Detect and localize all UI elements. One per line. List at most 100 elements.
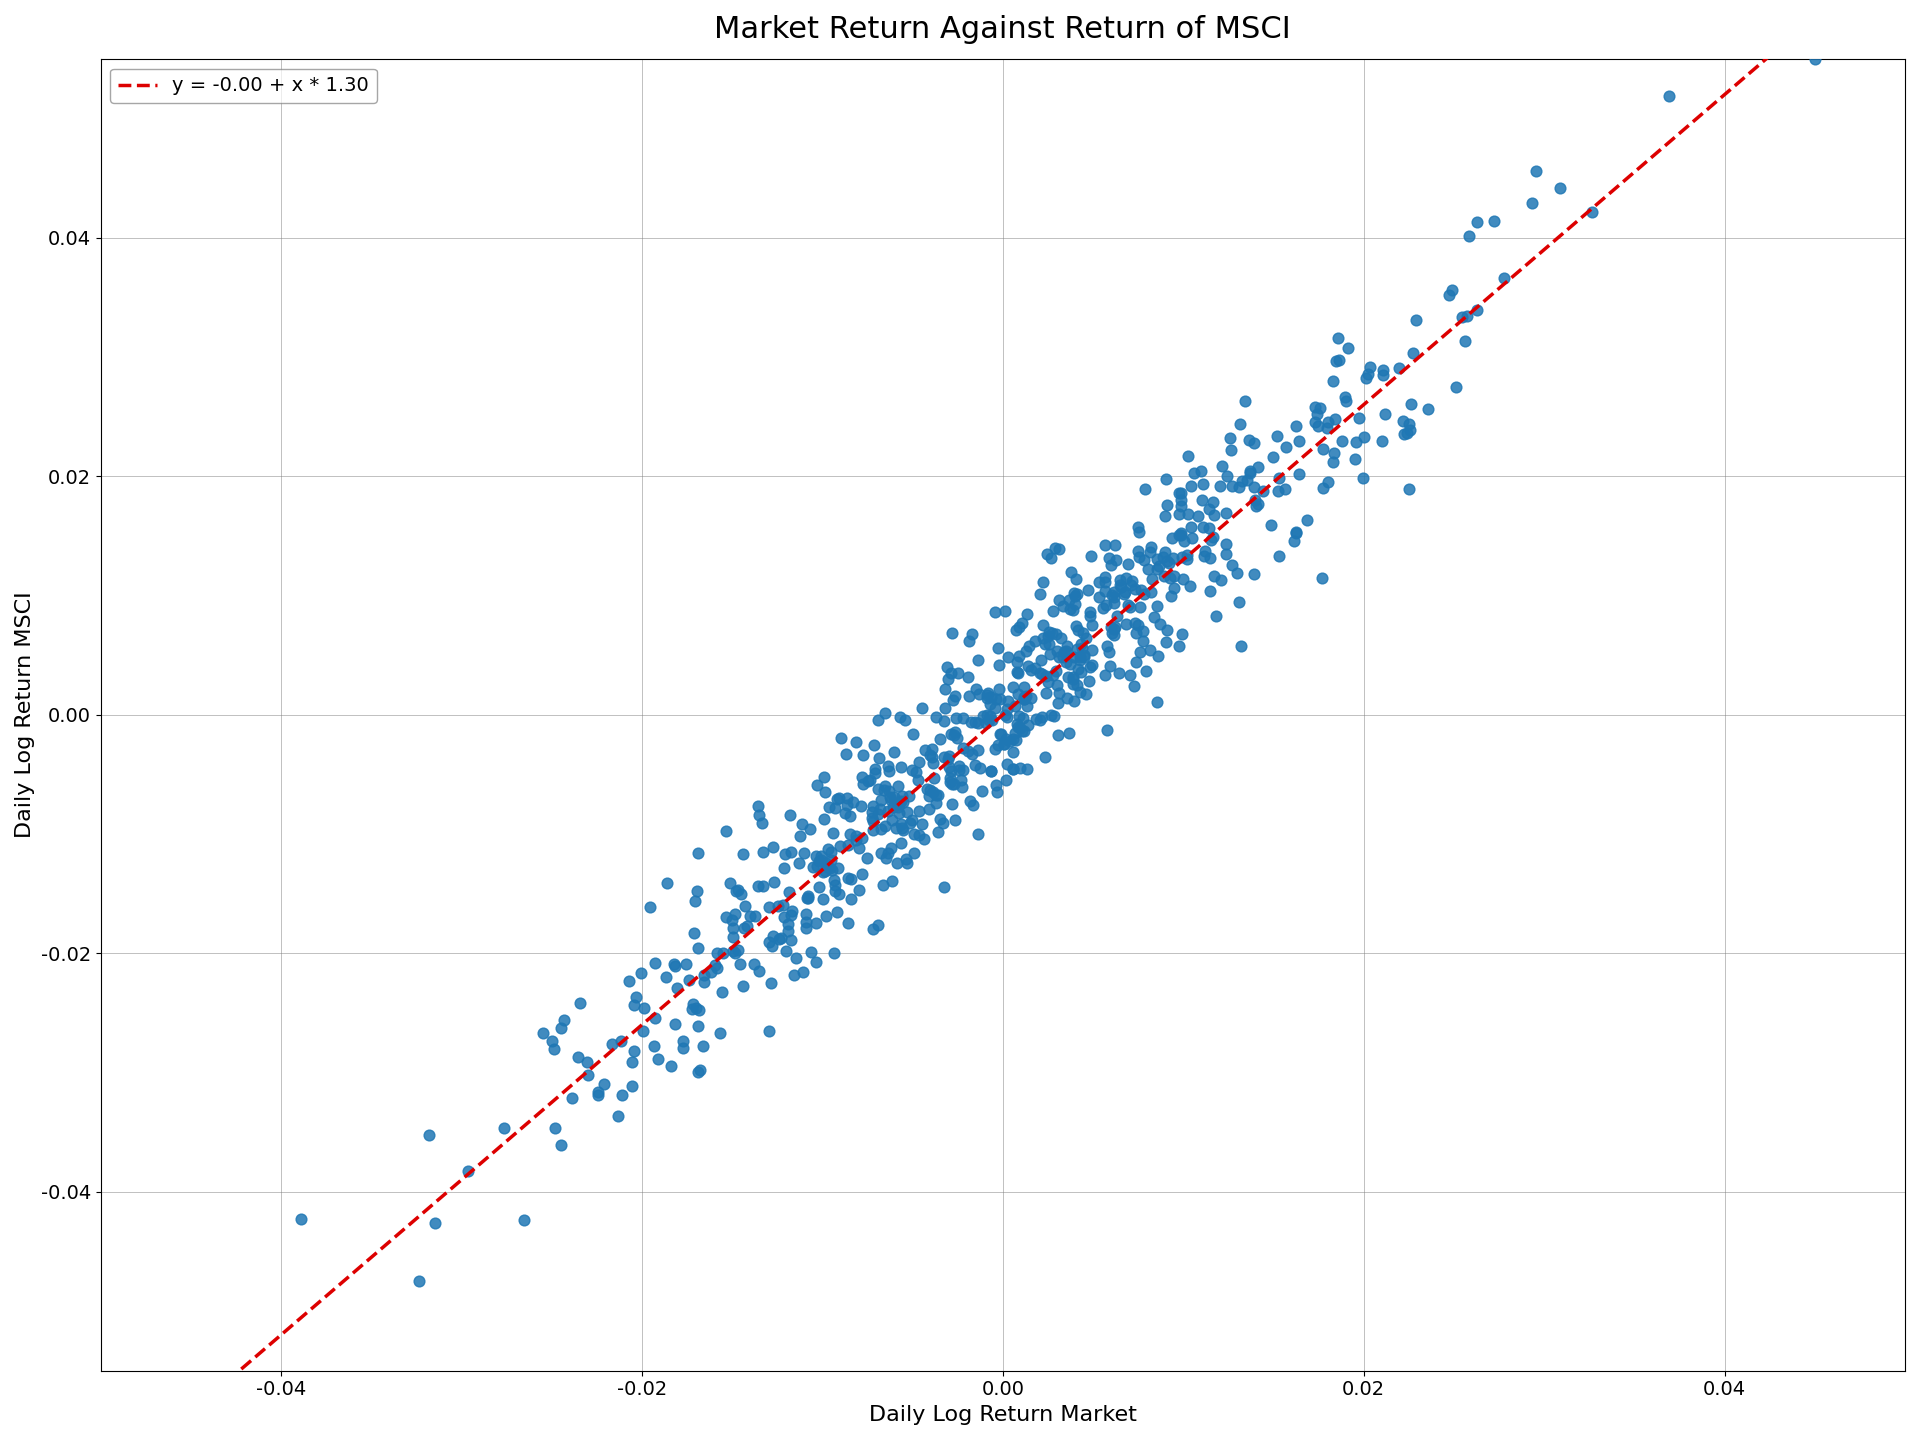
Point — [1020, 629, 1050, 652]
Point — [1037, 547, 1068, 570]
Point — [1058, 645, 1089, 668]
Point — [724, 953, 755, 976]
Point — [766, 927, 797, 950]
Point — [1060, 567, 1091, 590]
Point — [1227, 469, 1258, 492]
Point — [689, 971, 720, 994]
Point — [877, 740, 908, 763]
Point — [899, 822, 929, 845]
Point — [1012, 655, 1043, 678]
Point — [966, 779, 996, 802]
Point — [981, 688, 1012, 711]
Point — [1098, 586, 1129, 609]
Point — [545, 1017, 576, 1040]
Point — [714, 871, 745, 894]
Point — [991, 704, 1021, 727]
Point — [1006, 756, 1037, 779]
Point — [979, 600, 1010, 624]
Point — [1092, 639, 1123, 662]
Point — [1077, 654, 1108, 677]
Point — [1242, 455, 1273, 478]
Point — [877, 795, 908, 818]
Point — [858, 795, 889, 818]
Point — [1129, 478, 1160, 501]
Point — [1054, 652, 1085, 675]
Point — [1062, 583, 1092, 606]
Point — [1160, 576, 1190, 599]
Point — [584, 1083, 614, 1106]
Point — [929, 697, 960, 720]
Point — [891, 847, 922, 870]
Point — [933, 744, 964, 768]
Point — [897, 808, 927, 831]
Point — [879, 785, 910, 808]
Point — [1096, 615, 1127, 638]
Point — [964, 739, 995, 762]
Point — [1027, 706, 1058, 729]
Point — [1044, 589, 1075, 612]
Point — [968, 704, 998, 727]
Point — [1050, 639, 1081, 662]
Point — [1014, 713, 1044, 736]
Point — [985, 688, 1016, 711]
Point — [956, 742, 987, 765]
Point — [770, 906, 801, 929]
Point — [941, 707, 972, 730]
Point — [858, 917, 889, 940]
Point — [755, 1020, 785, 1043]
Point — [941, 721, 972, 744]
Point — [538, 1038, 568, 1061]
Point — [962, 711, 993, 734]
Point — [1221, 562, 1252, 585]
Point — [985, 723, 1016, 746]
Point — [1112, 593, 1142, 616]
Point — [881, 792, 912, 815]
Point — [797, 940, 828, 963]
Point — [1448, 305, 1478, 328]
Point — [1129, 582, 1160, 605]
Point — [1087, 596, 1117, 619]
Point — [899, 842, 929, 865]
Point — [637, 1034, 668, 1057]
Point — [791, 886, 822, 909]
Point — [789, 842, 820, 865]
Point — [1283, 429, 1313, 452]
Point — [847, 863, 877, 886]
Point — [1461, 210, 1492, 233]
Point — [979, 737, 1010, 760]
Point — [636, 896, 666, 919]
Point — [1187, 472, 1217, 495]
Point — [933, 747, 964, 770]
Point — [1235, 462, 1265, 485]
Point — [904, 750, 935, 773]
Point — [701, 956, 732, 979]
Point — [1043, 639, 1073, 662]
Point — [952, 629, 983, 652]
Point — [897, 759, 927, 782]
Point — [954, 685, 985, 708]
Point — [1164, 635, 1194, 658]
Point — [743, 874, 774, 897]
Point — [860, 762, 891, 785]
Point — [929, 744, 960, 768]
Point — [803, 773, 833, 796]
Point — [403, 1269, 434, 1292]
Point — [885, 812, 916, 835]
Point — [1098, 618, 1129, 641]
Point — [1077, 639, 1108, 662]
Point — [1008, 687, 1039, 710]
Point — [616, 1074, 647, 1097]
Point — [776, 841, 806, 864]
Point — [1083, 586, 1114, 609]
Point — [1436, 278, 1467, 301]
Point — [616, 1051, 647, 1074]
Point — [1223, 590, 1254, 613]
Point — [960, 711, 991, 734]
Point — [862, 778, 893, 801]
Point — [1050, 651, 1081, 674]
Point — [1152, 618, 1183, 641]
Point — [1004, 645, 1035, 668]
Point — [1104, 661, 1135, 684]
Point — [1127, 619, 1158, 642]
Point — [776, 903, 806, 926]
